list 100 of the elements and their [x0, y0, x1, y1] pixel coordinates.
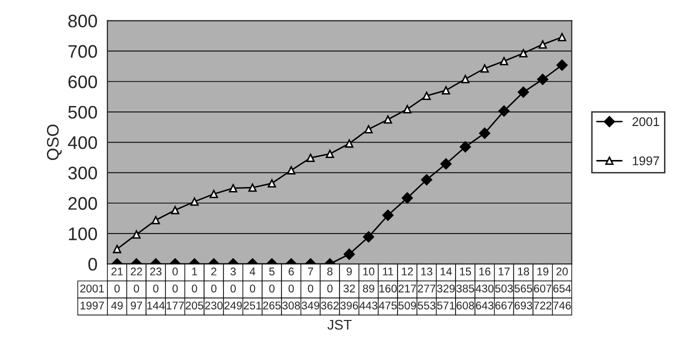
point	[210, 190, 218, 198]
data-label: 265	[263, 302, 281, 310]
data-label: 693	[514, 302, 532, 310]
point	[519, 49, 528, 58]
data-label: 571	[437, 302, 455, 310]
x-tick-label: 2	[211, 268, 216, 276]
data-label: 608	[456, 302, 474, 310]
x-tick-label: 7	[308, 268, 314, 276]
point	[152, 216, 160, 224]
data-label: 0	[288, 284, 294, 292]
x-tick-label: 6	[288, 268, 294, 276]
data-label: 0	[230, 284, 236, 292]
point	[402, 192, 413, 204]
point	[268, 179, 276, 188]
y-tick-label: 400	[68, 136, 97, 150]
point	[442, 86, 450, 94]
data-label: 32	[343, 284, 355, 292]
x-tick-label: 4	[250, 268, 256, 276]
data-label: 217	[398, 284, 416, 292]
point	[460, 141, 471, 152]
data-label: 0	[250, 284, 256, 292]
point	[556, 59, 568, 71]
data-label: 475	[378, 302, 397, 310]
x-tick-label: 3	[230, 268, 236, 276]
data-label: 251	[244, 302, 262, 310]
data-label: 430	[476, 284, 494, 292]
data-label: 0	[114, 284, 120, 292]
x-tick-label: 11	[383, 268, 394, 276]
data-label: 565	[514, 284, 532, 292]
point	[362, 231, 374, 242]
data-label: 509	[398, 302, 416, 310]
data-label: 385	[456, 284, 474, 292]
point	[248, 183, 257, 192]
point	[480, 64, 489, 73]
point	[112, 244, 122, 254]
data-label: 177	[166, 302, 184, 310]
point	[306, 154, 315, 162]
data-label: 205	[186, 302, 204, 310]
x-tick-label: 23	[150, 268, 162, 276]
data-label: 0	[192, 284, 198, 292]
point	[461, 74, 470, 84]
point	[384, 115, 392, 124]
point	[170, 206, 180, 214]
text: 2001	[80, 284, 104, 292]
x-tick-label: 17	[498, 268, 510, 276]
data-label: 643	[476, 302, 494, 310]
data-label: 722	[534, 302, 552, 310]
point	[287, 166, 296, 174]
point	[345, 139, 354, 148]
data-label: 396	[340, 302, 358, 310]
point	[500, 56, 508, 66]
data-label: 607	[534, 284, 552, 292]
data-label: 654	[553, 284, 571, 292]
point	[479, 128, 490, 139]
x-tick-label: 10	[363, 268, 374, 276]
data-label: 0	[327, 284, 333, 292]
data-label: 443	[360, 302, 378, 310]
data-label: 0	[153, 284, 158, 292]
point	[498, 105, 510, 117]
data-label: 49	[111, 302, 123, 310]
data-label: 362	[321, 302, 339, 310]
data-label: 0	[211, 284, 216, 292]
data-label: 0	[134, 284, 140, 292]
data-label: 0	[172, 284, 178, 292]
point	[440, 158, 452, 170]
x-tick-label: 15	[460, 268, 472, 276]
data-label: 553	[418, 302, 436, 310]
point	[326, 150, 334, 158]
x-axis-title: JST	[327, 320, 352, 330]
data-label: 503	[495, 284, 513, 292]
data-label: 667	[495, 302, 513, 310]
data-label: 329	[437, 284, 455, 292]
data-label: 230	[205, 302, 223, 310]
data-label: 160	[380, 284, 397, 292]
x-tick-label: 19	[537, 268, 548, 276]
data-label: 0	[308, 284, 314, 292]
point	[558, 32, 566, 42]
x-tick-label: 13	[421, 268, 432, 276]
x-tick-label: 16	[479, 268, 490, 276]
x-tick-label: 18	[518, 268, 530, 276]
data-label: 0	[269, 284, 275, 292]
data-label: 277	[418, 284, 436, 292]
legend-label: 2001	[632, 117, 660, 126]
point	[421, 174, 432, 186]
point	[382, 210, 394, 221]
y-axis-title: QSO	[46, 124, 62, 160]
y-tick-label: 600	[68, 75, 97, 88]
x-tick-label: 14	[440, 268, 452, 276]
y-tick-label: 200	[68, 197, 97, 210]
y-tick-label: 700	[68, 45, 97, 58]
point	[190, 197, 199, 206]
x-tick-label: 1	[192, 268, 198, 276]
point	[518, 86, 529, 98]
point	[344, 248, 355, 260]
legend-label: 1997	[632, 156, 660, 166]
x-tick-label: 20	[556, 268, 568, 276]
point	[403, 105, 412, 114]
point	[132, 230, 141, 239]
point	[364, 125, 373, 134]
text: 1997	[80, 302, 104, 310]
